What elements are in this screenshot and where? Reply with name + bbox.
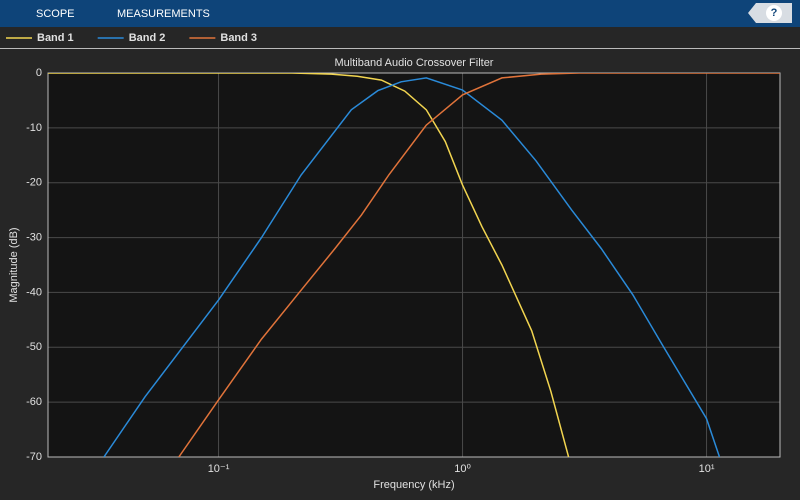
tab[interactable]: SCOPE [36, 8, 75, 20]
tab[interactable]: MEASUREMENTS [117, 8, 210, 20]
y-tick-label: -60 [26, 396, 42, 408]
chart-title: Multiband Audio Crossover Filter [335, 57, 494, 69]
x-tick-label: 10¹ [699, 463, 715, 475]
y-tick-label: 0 [36, 67, 42, 79]
x-axis-label: Frequency (kHz) [373, 479, 454, 491]
y-tick-label: -40 [26, 286, 42, 298]
legend-label: Band 1 [37, 32, 74, 44]
legend-label: Band 3 [220, 32, 257, 44]
x-tick-label: 10⁰ [454, 463, 471, 475]
x-tick-label: 10⁻¹ [208, 463, 230, 475]
legend-label: Band 2 [129, 32, 166, 44]
series-line [103, 77, 721, 457]
help-button[interactable]: ? [766, 5, 782, 21]
y-tick-label: -20 [26, 177, 42, 189]
plot-area [48, 73, 780, 457]
y-tick-label: -10 [26, 122, 42, 134]
legend-separator [0, 48, 800, 49]
series-line [178, 73, 780, 457]
toolstrip: SCOPE MEASUREMENTS ? [0, 0, 800, 27]
plot-border [47, 72, 781, 458]
chart: Multiband Audio Crossover Filter Frequen… [0, 32, 800, 491]
y-tick-label: -50 [26, 341, 42, 353]
series-line [48, 73, 570, 457]
y-axis-label: Magnitude (dB) [8, 227, 20, 302]
y-tick-label: -30 [26, 231, 42, 243]
y-tick-label: -70 [26, 451, 42, 463]
